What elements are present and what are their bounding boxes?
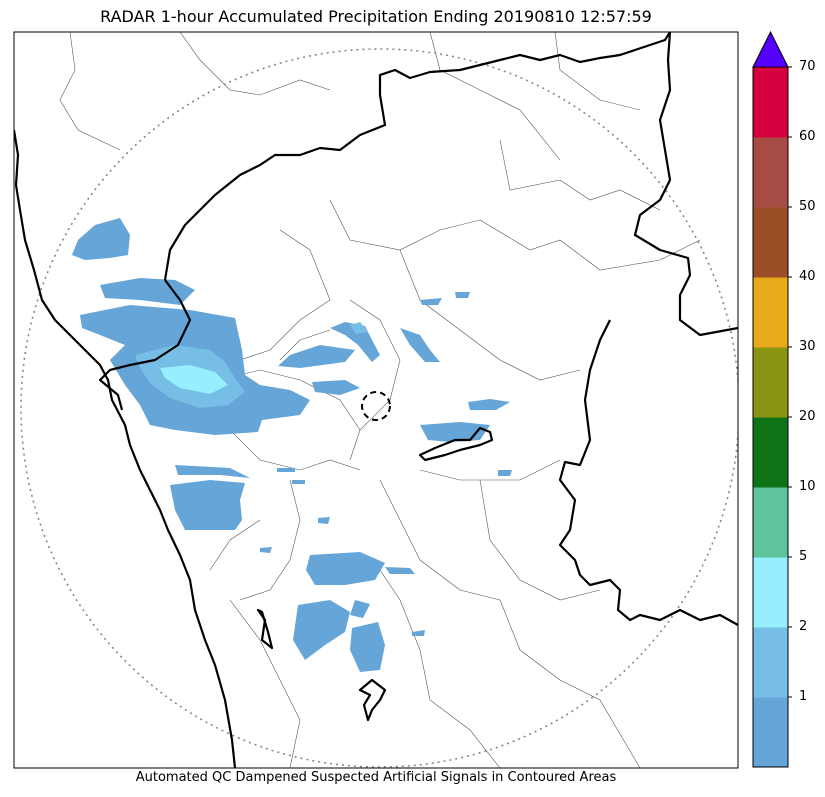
rain-cell	[350, 600, 370, 618]
colorbar-segment	[753, 697, 788, 768]
precipitation-areas	[72, 218, 512, 672]
rain-cell	[277, 468, 295, 472]
coastline	[14, 129, 237, 768]
map-title: RADAR 1-hour Accumulated Precipitation E…	[100, 7, 652, 26]
rain-cell	[350, 622, 385, 672]
colorbar-tick-label: 2	[799, 619, 808, 634]
colorbar-segment	[753, 417, 788, 488]
colorbar-segment	[753, 627, 788, 698]
state-border-west	[98, 279, 192, 411]
rain-cell	[175, 465, 250, 478]
rain-cell	[420, 298, 442, 305]
rain-cell	[318, 517, 330, 524]
colorbar-tick-label: 10	[799, 479, 816, 494]
colorbar-tick-label: 30	[799, 339, 816, 354]
rain-cell	[400, 328, 440, 362]
state-border-enclave	[418, 426, 494, 462]
rain-cell	[306, 552, 385, 585]
rain-cell	[498, 470, 512, 476]
state-border-northeast	[633, 32, 738, 337]
colorbar-segment	[753, 137, 788, 208]
state-border-east	[558, 319, 738, 626]
radar-site-marker	[361, 391, 391, 421]
map-content	[14, 32, 738, 768]
rain-cell	[182, 373, 206, 382]
colorbar-segment	[753, 557, 788, 628]
rain-cell	[278, 345, 355, 368]
rain-cell	[293, 600, 350, 660]
rain-cell	[385, 567, 415, 574]
rain-cell	[72, 218, 130, 260]
colorbar-segment	[753, 277, 788, 348]
colorbar-tick-label: 1	[799, 689, 808, 704]
colorbar-segment	[753, 67, 788, 138]
rain-cell	[170, 480, 245, 530]
state-boundaries	[14, 32, 738, 768]
colorbar-tick-label: 5	[799, 549, 808, 564]
map-subtitle: Automated QC Dampened Suspected Artifici…	[135, 770, 617, 785]
rain-cell	[260, 547, 272, 553]
state-border-south2	[358, 678, 387, 722]
state-border-north	[163, 32, 671, 281]
colorbar-segment	[753, 207, 788, 278]
colorbar-tick-label: 40	[799, 269, 816, 284]
rain-cell	[412, 630, 425, 636]
colorbar-tick-label: 70	[799, 59, 816, 74]
colorbar	[752, 30, 792, 768]
colorbar-tick-label: 60	[799, 129, 816, 144]
colorbar-segment	[753, 487, 788, 558]
rain-cell	[100, 278, 195, 305]
rain-cell	[455, 292, 470, 298]
rain-cell	[312, 380, 360, 395]
map-frame	[13, 31, 739, 769]
colorbar-tick-label: 20	[799, 409, 816, 424]
colorbar-tick-label: 50	[799, 199, 816, 214]
state-border-south	[256, 608, 274, 650]
rain-cell	[468, 399, 510, 410]
colorbar-segment	[753, 347, 788, 418]
rain-cell	[350, 322, 368, 334]
rain-cell	[292, 480, 305, 484]
district-boundaries	[59, 32, 701, 768]
colorbar-extend-arrow	[752, 30, 789, 68]
